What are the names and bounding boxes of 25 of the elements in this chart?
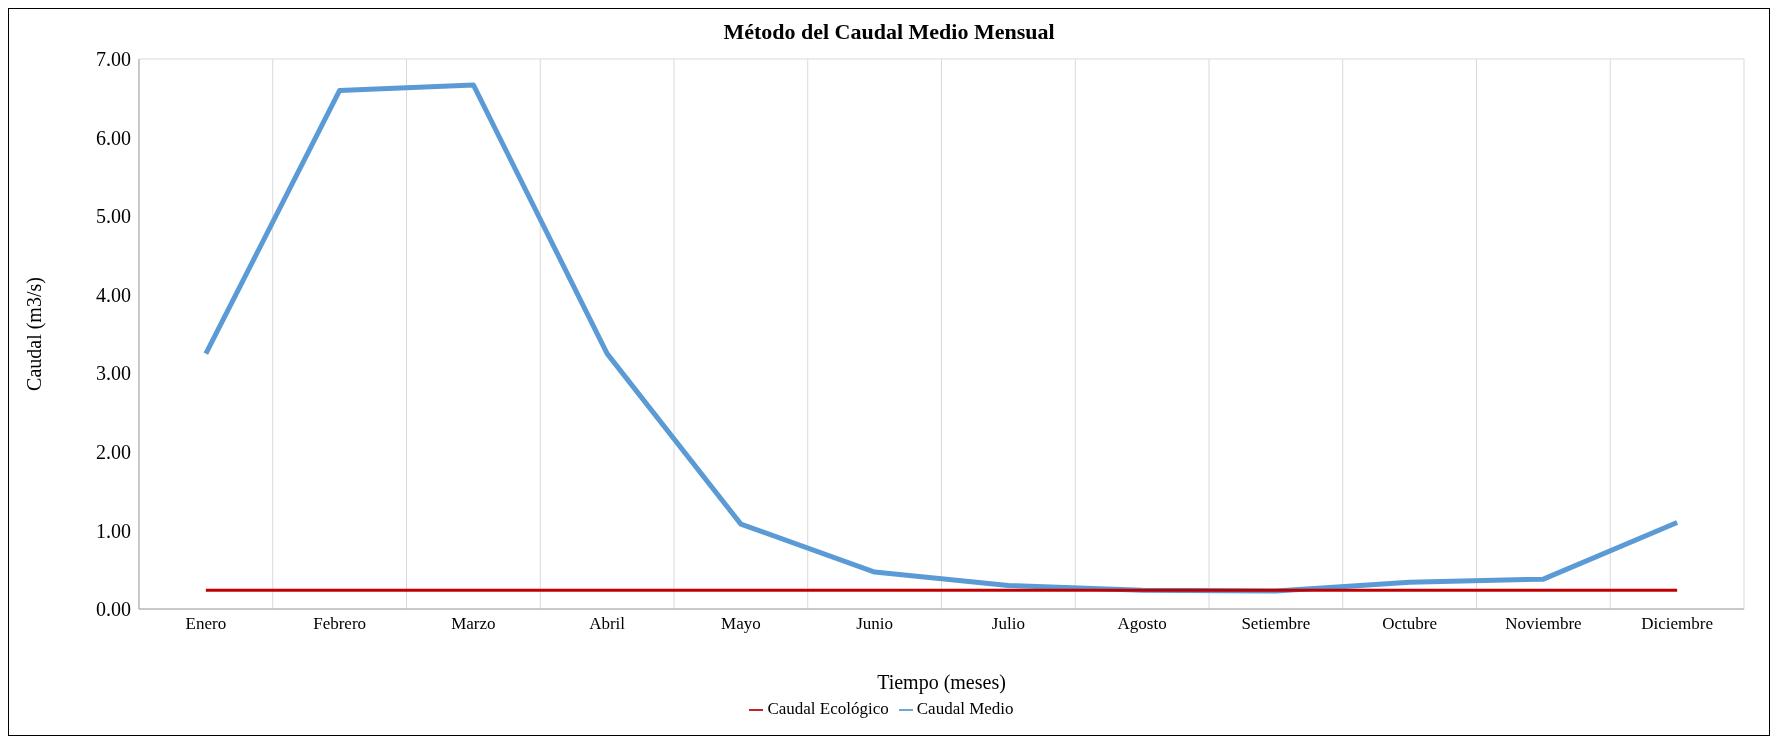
y-axis-title: Caudal (m3/s) bbox=[23, 277, 47, 391]
x-tick-label: Mayo bbox=[721, 614, 761, 634]
x-tick-label: Octubre bbox=[1382, 614, 1438, 634]
chart-title: Método del Caudal Medio Mensual bbox=[722, 19, 1056, 46]
x-tick-label: Julio bbox=[991, 614, 1025, 634]
y-tick-label: 3.00 bbox=[96, 362, 131, 385]
y-tick-label: 6.00 bbox=[96, 126, 131, 149]
x-tick-label: Febrero bbox=[313, 614, 367, 634]
y-tick-label: 5.00 bbox=[96, 205, 131, 228]
x-axis-title: Tiempo (meses) bbox=[877, 671, 1006, 694]
x-tick-label: Agosto bbox=[1117, 614, 1167, 634]
legend-label: Caudal Ecológico bbox=[767, 699, 889, 718]
x-tick-label: Abril bbox=[589, 614, 626, 634]
y-tick-label: 2.00 bbox=[96, 440, 131, 463]
x-tick-label: Noviembre bbox=[1505, 614, 1582, 634]
x-tick-label: Marzo bbox=[451, 614, 496, 634]
y-tick-label: 7.00 bbox=[96, 48, 131, 71]
x-tick-label: Junio bbox=[856, 614, 894, 634]
y-tick-label: 0.00 bbox=[96, 598, 131, 621]
x-tick-label: Diciembre bbox=[1641, 614, 1713, 634]
y-tick-label: 4.00 bbox=[96, 283, 131, 306]
x-tick-label: Enero bbox=[185, 614, 227, 634]
y-tick-label: 1.00 bbox=[96, 519, 131, 542]
legend-label: Caudal Medio bbox=[916, 699, 1014, 718]
x-tick-label: Setiembre bbox=[1241, 614, 1311, 634]
